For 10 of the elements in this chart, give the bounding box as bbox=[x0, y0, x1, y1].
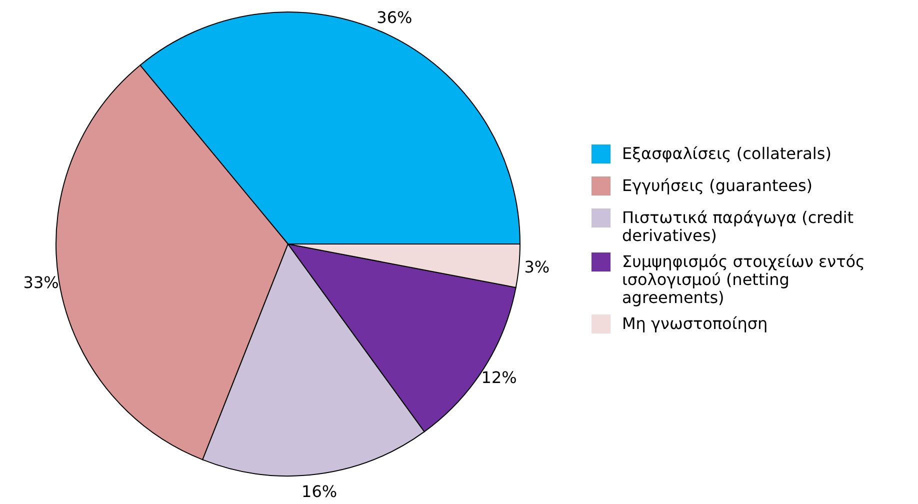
legend-label: Εξασφαλίσεις (collaterals) bbox=[622, 144, 832, 163]
data-label: 3% bbox=[524, 258, 550, 277]
legend-label: Συμψηφισμός στοιχείων εντός ισολογισμού (netting agreements) bbox=[622, 252, 865, 307]
legend-label: Μη γνωστοποίηση bbox=[622, 314, 768, 333]
legend-label: Εγγυήσεις (guarantees) bbox=[622, 176, 813, 195]
data-label: 36% bbox=[376, 8, 412, 27]
data-label: 33% bbox=[23, 273, 59, 292]
legend-label: Πιστωτικά παράγωγα (credit derivatives) bbox=[622, 208, 854, 245]
data-label: 16% bbox=[302, 482, 338, 502]
data-label: 12% bbox=[481, 368, 517, 387]
